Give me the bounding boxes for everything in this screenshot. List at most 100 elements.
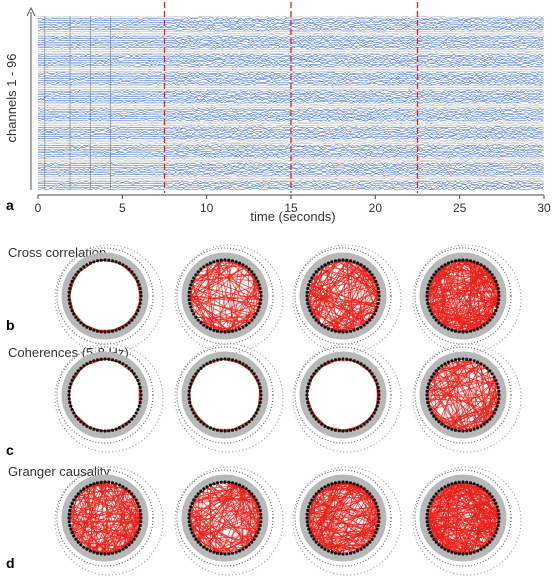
connection-edge bbox=[426, 281, 496, 297]
connection-edge bbox=[68, 517, 135, 540]
channel-node bbox=[375, 404, 379, 408]
channel-node bbox=[345, 429, 349, 433]
channel-label-ring-outer bbox=[292, 466, 402, 576]
channel-node bbox=[256, 501, 260, 505]
connection-edge bbox=[470, 359, 491, 420]
channel-node bbox=[254, 375, 258, 379]
channel-node bbox=[259, 397, 263, 401]
channel-node bbox=[194, 315, 198, 319]
connection-edge bbox=[427, 303, 493, 318]
channel-trace bbox=[37, 99, 544, 102]
channel-node bbox=[472, 328, 476, 332]
channel-node bbox=[68, 523, 72, 528]
channel-node bbox=[187, 512, 191, 516]
channel-node bbox=[205, 547, 209, 551]
channel-node bbox=[114, 359, 118, 363]
channel-node bbox=[306, 508, 310, 513]
channel-node bbox=[99, 330, 103, 334]
channel-node bbox=[320, 265, 324, 269]
channel-node bbox=[326, 327, 330, 331]
channel-node bbox=[490, 414, 494, 418]
channel-node bbox=[425, 298, 429, 302]
channel-node bbox=[305, 298, 309, 302]
channel-node bbox=[426, 385, 430, 390]
channel-node bbox=[132, 495, 136, 499]
channel-node bbox=[257, 283, 261, 287]
channel-node bbox=[192, 276, 196, 280]
channel-node bbox=[70, 408, 74, 412]
channel-node bbox=[234, 550, 238, 554]
channel-node bbox=[137, 382, 141, 386]
channel-node bbox=[376, 286, 380, 291]
channel-node bbox=[99, 357, 103, 361]
channel-node bbox=[95, 329, 100, 333]
channel-node bbox=[428, 501, 432, 505]
network-circle bbox=[292, 244, 402, 354]
channel-node bbox=[376, 301, 380, 306]
channel-trace bbox=[37, 17, 544, 21]
channel-node bbox=[110, 329, 115, 333]
channel-node bbox=[192, 534, 196, 538]
channel-node bbox=[74, 537, 78, 541]
channel-node bbox=[333, 481, 338, 485]
channel-node bbox=[223, 330, 227, 334]
channel-node bbox=[68, 301, 72, 306]
channel-node bbox=[121, 362, 125, 366]
channel-node bbox=[67, 512, 71, 516]
connection-edge bbox=[313, 490, 368, 540]
channel-node bbox=[359, 485, 363, 489]
channel-node bbox=[465, 429, 469, 433]
connection-edge bbox=[315, 493, 362, 550]
connection-edge bbox=[251, 493, 259, 504]
channel-node bbox=[345, 357, 349, 361]
connection-edge bbox=[104, 481, 141, 526]
channel-node bbox=[199, 420, 203, 424]
connection-edge bbox=[428, 281, 496, 286]
connection-edge bbox=[458, 481, 497, 533]
channel-node bbox=[337, 258, 341, 262]
channel-node bbox=[103, 429, 107, 433]
channel-node bbox=[139, 290, 143, 294]
channel-node bbox=[495, 505, 499, 509]
channel-node bbox=[103, 357, 107, 361]
channel-node bbox=[492, 375, 496, 379]
channel-node bbox=[437, 543, 441, 547]
channel-node bbox=[370, 495, 374, 499]
channel-node bbox=[479, 263, 483, 267]
channel-node bbox=[132, 273, 136, 277]
channel-node bbox=[443, 362, 447, 366]
channel-node bbox=[330, 427, 334, 431]
channel-node bbox=[307, 283, 311, 287]
channel-node bbox=[437, 420, 441, 424]
channel-trace bbox=[37, 135, 544, 138]
channel-node bbox=[305, 512, 309, 516]
channel-node bbox=[365, 366, 369, 370]
channel-node bbox=[252, 414, 256, 418]
channel-node bbox=[430, 276, 434, 280]
channel-node bbox=[308, 378, 312, 382]
channel-node bbox=[446, 549, 450, 553]
connection-edge bbox=[321, 488, 340, 554]
channel-node bbox=[187, 294, 191, 298]
row-title-granger: Granger causality bbox=[8, 464, 110, 479]
channel-node bbox=[496, 508, 500, 513]
channel-trace bbox=[37, 162, 544, 166]
channel-node bbox=[85, 362, 89, 366]
connection-edge bbox=[328, 482, 351, 552]
channel-node bbox=[121, 485, 125, 489]
channel-node bbox=[189, 527, 193, 531]
channel-node bbox=[372, 498, 376, 502]
channel-node bbox=[223, 480, 227, 484]
channel-node bbox=[330, 550, 334, 554]
channel-node bbox=[234, 328, 238, 332]
connection-edge bbox=[346, 481, 380, 523]
channel-node bbox=[307, 382, 311, 386]
channel-node bbox=[130, 318, 134, 322]
connection-edge bbox=[459, 322, 488, 333]
channel-node bbox=[187, 520, 191, 524]
connection-edge bbox=[206, 548, 218, 554]
connection-edge bbox=[307, 291, 370, 321]
connection-edge bbox=[427, 376, 433, 388]
channel-node bbox=[212, 359, 216, 363]
channel-node bbox=[490, 372, 494, 376]
